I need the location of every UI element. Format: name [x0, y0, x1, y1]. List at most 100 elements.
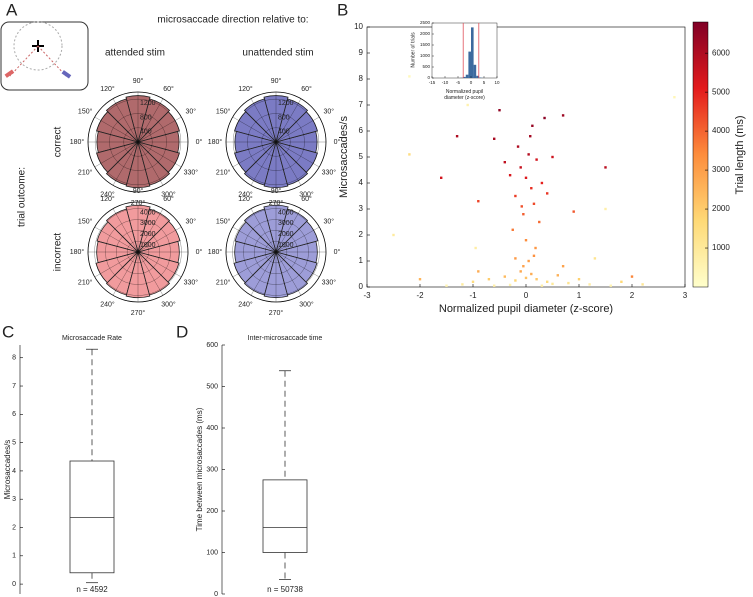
point — [408, 153, 411, 156]
spoke — [137, 98, 164, 143]
y-tick-label: 1 — [359, 256, 364, 265]
y-tick-label: 10 — [354, 22, 363, 31]
y-tick-label: 7 — [359, 100, 364, 109]
point — [503, 275, 506, 278]
point — [572, 210, 575, 213]
theta-tick-label: 240° — [238, 301, 253, 309]
panel-label: B — [337, 0, 348, 19]
colorbar-tick-label: 2000 — [712, 204, 730, 213]
y-axis-label: Number of trials — [410, 32, 416, 68]
theta-tick-label: 270° — [269, 309, 284, 317]
task-icon — [0, 21, 89, 91]
point — [567, 281, 570, 285]
theta-tick-label: 180° — [208, 138, 223, 146]
spoke — [232, 251, 277, 278]
side-label: trial outcome: — [17, 167, 28, 227]
theta-tick-label: 270° — [131, 309, 146, 317]
point — [604, 166, 607, 169]
theta-tick-label: 90° — [133, 187, 144, 195]
spoke — [94, 226, 139, 253]
radial-tick-label: 4000 — [278, 209, 294, 216]
histogram-bar — [473, 64, 477, 78]
x-tick-label: -5 — [456, 80, 460, 85]
point — [455, 135, 459, 138]
point — [524, 176, 528, 179]
panel-a-header: microsaccade direction relative to: — [157, 15, 308, 26]
x-axis-label-line: diameter (z-score) — [444, 95, 485, 101]
y-tick-label: 7 — [12, 383, 16, 390]
y-tick-label: 2 — [359, 230, 364, 239]
column-label: attended stim — [105, 48, 165, 59]
y-tick-label: 8 — [12, 355, 16, 362]
x-axis-label: Normalized pupil diameter (z-score) — [439, 303, 613, 315]
spoke — [275, 141, 302, 186]
x-tick-label: -10 — [442, 80, 449, 85]
spoke — [250, 251, 277, 296]
x-axis-label-line: Normalized pupil — [446, 89, 483, 95]
spoke — [137, 116, 182, 143]
colorbar-tick-label: 6000 — [712, 48, 730, 57]
point — [477, 200, 480, 203]
theta-tick-label: 150° — [216, 107, 231, 115]
point — [527, 259, 530, 263]
y-axis-label: Microsaccades/s — [338, 116, 350, 198]
radial-tick-label: 800 — [278, 114, 290, 121]
theta-tick-label: 30° — [324, 217, 335, 225]
radial-tick-label: 1000 — [140, 242, 156, 249]
panel-label: A — [6, 0, 18, 19]
spoke — [275, 141, 320, 168]
point — [673, 96, 676, 99]
point — [551, 282, 554, 286]
spoke — [275, 226, 320, 253]
x-tick-label: 2 — [630, 291, 635, 300]
histogram-bar — [465, 74, 469, 78]
point — [519, 270, 522, 273]
chart-title: Microsaccade Rate — [62, 335, 122, 342]
y-tick-label: 0 — [359, 282, 364, 291]
y-tick-label: 5 — [12, 439, 16, 446]
colorbar-label: Trial length (ms) — [734, 115, 746, 194]
radial-tick-label: 3000 — [278, 220, 294, 227]
point — [556, 274, 559, 277]
spoke — [112, 251, 139, 296]
point — [461, 283, 464, 286]
theta-tick-label: 210° — [216, 168, 231, 176]
point — [508, 174, 512, 177]
x-tick-label: 10 — [494, 80, 500, 85]
y-tick-label: 0 — [427, 75, 430, 80]
x-tick-label: 0 — [524, 291, 529, 300]
y-tick-label: 2 — [12, 524, 16, 531]
point — [561, 114, 565, 117]
point — [529, 135, 532, 138]
x-tick-label: 0 — [470, 80, 473, 85]
box — [262, 479, 308, 553]
point — [524, 239, 528, 242]
spoke — [275, 251, 320, 278]
point — [609, 284, 612, 287]
theta-tick-label: 90° — [133, 77, 144, 85]
point — [418, 278, 422, 281]
theta-tick-label: 60° — [163, 195, 174, 203]
spoke — [232, 116, 277, 143]
spoke — [275, 98, 302, 143]
histogram-bar — [468, 51, 471, 78]
theta-tick-label: 30° — [324, 107, 335, 115]
point — [522, 265, 525, 268]
spoke — [137, 251, 164, 296]
point — [543, 116, 546, 120]
point — [551, 155, 554, 159]
point — [532, 254, 536, 257]
y-tick-label: 2000 — [420, 31, 431, 36]
point — [514, 279, 517, 282]
point — [493, 284, 496, 287]
spoke — [137, 226, 182, 253]
point — [535, 158, 538, 161]
point — [531, 124, 534, 127]
x-tick-label: 5 — [483, 80, 486, 85]
theta-tick-label: 300° — [299, 301, 314, 309]
theta-tick-label: 0° — [334, 138, 341, 146]
spoke — [137, 141, 182, 168]
point — [561, 265, 565, 268]
point — [540, 284, 544, 287]
x-tick-label: 3 — [683, 291, 688, 300]
